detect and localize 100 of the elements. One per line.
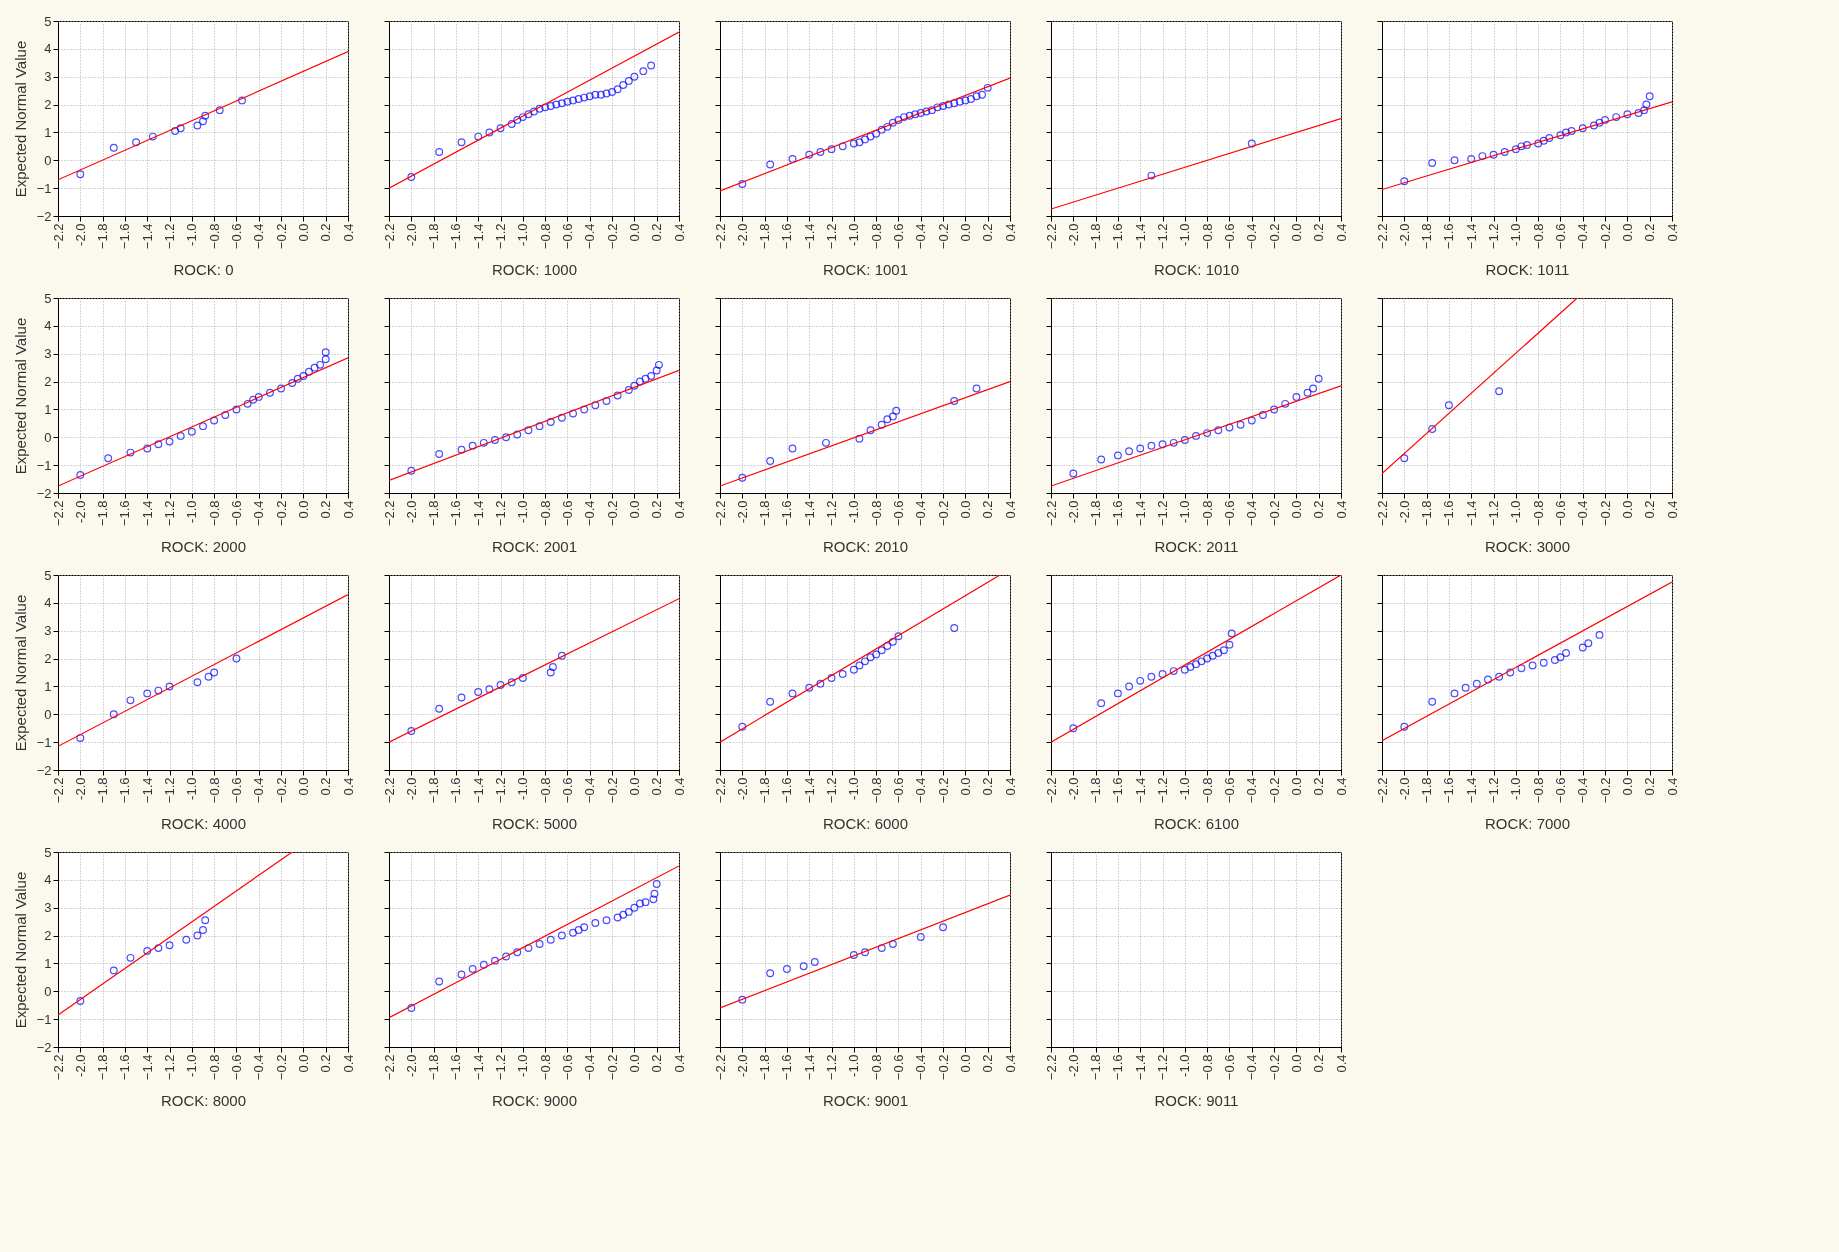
x-tick-label: 0.2 bbox=[1311, 223, 1327, 242]
x-tick-label: −0.6 bbox=[228, 223, 244, 250]
point bbox=[232, 654, 241, 663]
x-tick-label: -2.0 bbox=[403, 223, 419, 246]
point bbox=[1495, 387, 1504, 396]
x-tick-label: −1.2 bbox=[493, 777, 509, 804]
x-tick-label: −2.2 bbox=[381, 777, 397, 804]
x-tick-label: -1.0 bbox=[184, 500, 200, 523]
x-tick-label: −1.8 bbox=[1419, 500, 1435, 527]
point bbox=[1461, 683, 1470, 692]
x-tick-label: -1.0 bbox=[1177, 500, 1193, 523]
x-tick-label: −0.2 bbox=[273, 777, 289, 804]
point bbox=[799, 962, 808, 971]
x-tick-label: −0.8 bbox=[206, 223, 222, 250]
x-tick-label: −1.2 bbox=[824, 223, 840, 250]
x-tick-label: −1.4 bbox=[801, 223, 817, 250]
point bbox=[238, 96, 246, 105]
point bbox=[1208, 651, 1217, 660]
point bbox=[978, 90, 987, 99]
point bbox=[557, 99, 566, 108]
x-tick-label: 0.0 bbox=[295, 1054, 311, 1073]
x-tick-label: -2.0 bbox=[403, 1054, 419, 1077]
point bbox=[849, 951, 858, 960]
x-tick-label: -1.0 bbox=[846, 223, 862, 246]
y-axis-title: Expected Normal Value bbox=[11, 871, 29, 1029]
point bbox=[154, 686, 163, 695]
point bbox=[1642, 100, 1651, 109]
x-tick-label: -2.0 bbox=[734, 223, 750, 246]
x-tick-label: −1.6 bbox=[448, 777, 464, 804]
x-tick-label: -2.0 bbox=[403, 777, 419, 800]
point bbox=[810, 958, 819, 966]
x-tick-label: −0.4 bbox=[1575, 777, 1591, 804]
point bbox=[1400, 454, 1409, 463]
point bbox=[580, 93, 589, 102]
x-tick-label: 0.2 bbox=[649, 777, 665, 796]
y-tick-label: 2 bbox=[44, 97, 52, 113]
point bbox=[827, 674, 836, 683]
x-tick-label: −1.8 bbox=[1088, 500, 1104, 527]
x-tick-label: 0.2 bbox=[318, 1054, 334, 1073]
point bbox=[1528, 661, 1537, 670]
x-tick-label: 0.4 bbox=[1002, 1054, 1018, 1073]
x-tick-label: 0.2 bbox=[1642, 500, 1658, 519]
point bbox=[591, 919, 600, 927]
x-tick-label: −1.2 bbox=[493, 223, 509, 250]
x-tick-label: -1.0 bbox=[184, 1054, 200, 1077]
point bbox=[187, 427, 196, 436]
point bbox=[636, 377, 644, 386]
point bbox=[602, 916, 611, 925]
x-tick-label: -1.0 bbox=[846, 1054, 862, 1077]
x-tick-label: −0.8 bbox=[1199, 1054, 1215, 1081]
x-tick-label: −2.2 bbox=[381, 223, 397, 250]
point bbox=[608, 88, 617, 96]
x-tick-label: −1.4 bbox=[1132, 1054, 1148, 1081]
x-tick-label: −1.2 bbox=[1486, 777, 1502, 804]
y-tick-label: 5 bbox=[44, 567, 52, 583]
point bbox=[435, 704, 444, 713]
point bbox=[1227, 629, 1236, 638]
x-tick-label: −0.2 bbox=[273, 223, 289, 250]
x-tick-label: 0.2 bbox=[649, 500, 665, 519]
point bbox=[76, 470, 85, 479]
x-axis-title: ROCK: 6100 bbox=[1153, 815, 1240, 833]
point bbox=[900, 113, 908, 122]
y-tick-label: 0 bbox=[44, 706, 52, 722]
x-tick-label: −1.8 bbox=[757, 223, 773, 250]
y-tick-label: 2 bbox=[44, 374, 52, 390]
point bbox=[457, 445, 466, 454]
point bbox=[939, 923, 948, 932]
point bbox=[513, 115, 522, 124]
x-axis-title: ROCK: 2010 bbox=[822, 538, 909, 556]
point bbox=[939, 102, 948, 110]
x-tick-label: −0.6 bbox=[890, 500, 906, 527]
x-tick-label: -2.0 bbox=[1396, 500, 1412, 523]
x-tick-label: 0.4 bbox=[1333, 1054, 1349, 1073]
point bbox=[1303, 388, 1312, 397]
point bbox=[613, 391, 622, 400]
x-tick-label: −0.4 bbox=[582, 1054, 598, 1081]
x-tick-label: −1.2 bbox=[824, 777, 840, 804]
point bbox=[201, 916, 210, 925]
x-tick-label: 0.2 bbox=[649, 223, 665, 242]
point bbox=[1428, 697, 1437, 706]
x-tick-label: −2.2 bbox=[1374, 500, 1390, 527]
point bbox=[254, 392, 263, 401]
point bbox=[950, 623, 959, 632]
point bbox=[76, 997, 85, 1005]
y-tick-label: 2 bbox=[44, 651, 52, 667]
point bbox=[468, 965, 477, 973]
x-tick-label: −1.2 bbox=[1155, 223, 1171, 250]
x-tick-label: −1.8 bbox=[1088, 1054, 1104, 1081]
x-tick-label: −1.8 bbox=[95, 500, 111, 527]
point bbox=[1484, 675, 1492, 684]
point bbox=[805, 683, 814, 692]
x-tick-label: 0.4 bbox=[340, 223, 356, 242]
y-tick-label: 1 bbox=[44, 124, 52, 140]
point bbox=[199, 117, 207, 126]
x-tick-label: −0.6 bbox=[228, 777, 244, 804]
x-tick-label: −1.2 bbox=[1155, 1054, 1171, 1081]
point bbox=[1645, 92, 1654, 101]
point bbox=[574, 95, 583, 103]
x-tick-label: −2.2 bbox=[1043, 500, 1059, 527]
point bbox=[1147, 672, 1156, 681]
